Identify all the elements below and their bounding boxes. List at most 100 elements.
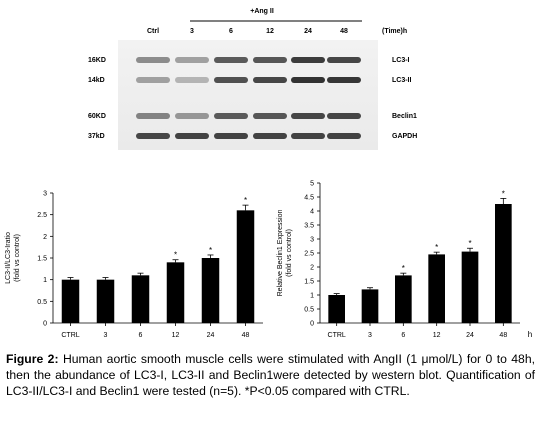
- blot-band: [291, 57, 325, 63]
- y-tick-label: 2: [43, 234, 47, 241]
- y-tick-label: 3.5: [304, 223, 314, 230]
- significance-marker: *: [435, 243, 438, 252]
- y-tick-label: 2.5: [37, 212, 47, 219]
- x-tick-label: CTRL: [61, 332, 79, 339]
- significance-marker: *: [502, 189, 505, 198]
- significance-marker: *: [209, 246, 212, 255]
- band-name-beclin1: Beclin1: [392, 113, 417, 120]
- significance-marker: *: [174, 251, 177, 260]
- band-kd-lc3-i: 16KD: [88, 57, 106, 64]
- y-tick-label: 2: [310, 265, 314, 272]
- x-tick-label: 24: [466, 332, 474, 339]
- bar: [166, 262, 185, 323]
- y-tick-label: 1: [310, 293, 314, 300]
- y-tick-label: 0: [43, 321, 47, 328]
- blot-band: [291, 113, 325, 119]
- blot-svg: +Ang II Ctrl 3 6 12 24 48 (Time)h 16KD LC3-I 14kD L…: [88, 8, 417, 140]
- y-axis-label: Relative Beclin1 Expression: [277, 210, 284, 297]
- blot-band: [214, 77, 248, 83]
- blot-band: [327, 57, 361, 63]
- y-tick-label: 3: [310, 237, 314, 244]
- x-tick-label: 3: [368, 332, 372, 339]
- x-tick-label: 48: [499, 332, 507, 339]
- bar: [395, 275, 412, 323]
- treatment-label: +Ang II: [250, 8, 274, 15]
- bar: [361, 289, 379, 323]
- blot-band: [214, 133, 248, 139]
- y-tick-label: 1: [43, 277, 47, 284]
- x-tick-label: 6: [139, 332, 143, 339]
- bar: [428, 254, 445, 323]
- bar: [495, 204, 512, 323]
- blot-band: [327, 133, 361, 139]
- blot-band: [175, 57, 209, 63]
- x-tick-label: CTRL: [328, 332, 346, 339]
- x-axis-unit: h: [528, 330, 532, 339]
- caption-text: Human aortic smooth muscle cells were st…: [6, 352, 536, 398]
- bar: [461, 251, 479, 323]
- y-tick-label: 1.5: [304, 279, 314, 286]
- blot-band: [214, 113, 248, 119]
- lane-label-ctrl: Ctrl: [147, 28, 159, 35]
- band-kd-beclin1: 60KD: [88, 113, 106, 120]
- bar: [236, 210, 255, 323]
- blot-band: [136, 113, 170, 119]
- blot-band: [136, 133, 170, 139]
- lane-label-12h: 12: [266, 28, 274, 35]
- x-tick-label: 24: [207, 332, 215, 339]
- beclin1-expression-chart: 0 0.5 1 1.5 2 2.5 3 3.5 4 4.5 5 Relative Beclin1 Ex…: [277, 181, 532, 340]
- blot-band: [291, 133, 325, 139]
- x-tick-label: 6: [401, 332, 405, 339]
- blot-band: [175, 133, 209, 139]
- lane-label-24h: 24: [304, 28, 312, 35]
- y-tick-label: 0.5: [304, 307, 314, 314]
- lane-label-3h: 3: [190, 28, 194, 35]
- blot-band: [291, 77, 325, 83]
- y-tick-label: 1.5: [37, 256, 47, 263]
- bar: [131, 275, 150, 323]
- x-tick-label: 12: [433, 332, 441, 339]
- lc3-ratio-chart: 0 0.5 1 1.5 2 2.5 3 LC3-II/LC3-Iratio (fold vs c…: [5, 191, 263, 339]
- significance-marker: *: [402, 264, 405, 273]
- significance-marker: *: [244, 196, 247, 205]
- band-kd-gapdh: 37kD: [88, 133, 105, 140]
- caption-label: Figure 2:: [6, 352, 59, 366]
- blot-band: [175, 77, 209, 83]
- blot-band: [253, 113, 287, 119]
- blot-band: [136, 77, 170, 83]
- band-name-lc3-i: LC3-I: [392, 57, 410, 64]
- y-tick-label: 0.5: [37, 299, 47, 306]
- lane-label-48h: 48: [340, 28, 348, 35]
- time-unit-label: (Time)h: [382, 28, 407, 35]
- bar: [61, 279, 80, 323]
- x-tick-label: 3: [104, 332, 108, 339]
- y-tick-label: 2.5: [304, 251, 314, 258]
- band-name-gapdh: GAPDH: [392, 133, 417, 140]
- bar: [96, 279, 115, 323]
- y-axis-label-unit: (fold vs control): [286, 229, 293, 277]
- blot-band: [175, 113, 209, 119]
- bar: [328, 295, 345, 323]
- y-tick-label: 3: [43, 191, 47, 198]
- blot-band: [327, 77, 361, 83]
- y-tick-label: 0: [310, 321, 314, 328]
- y-tick-label: 4.5: [304, 195, 314, 202]
- blot-band: [253, 77, 287, 83]
- blot-band: [136, 57, 170, 63]
- y-tick-label: 4: [310, 209, 314, 216]
- blot-band: [253, 57, 287, 63]
- figure-caption: Figure 2: Human aortic smooth muscle cel…: [6, 351, 535, 399]
- blot-band: [253, 133, 287, 139]
- band-name-lc3-ii: LC3-II: [392, 77, 412, 84]
- y-axis-label-unit: (fold vs control): [14, 234, 21, 282]
- x-tick-label: 48: [242, 332, 250, 339]
- lane-label-6h: 6: [229, 28, 233, 35]
- blot-band: [214, 57, 248, 63]
- blot-band: [327, 113, 361, 119]
- y-axis-label: LC3-II/LC3-Iratio: [5, 232, 12, 284]
- western-blot-panel: +Ang II Ctrl 3 6 12 24 48 (Time)h 16KD LC3-I 14kD L…: [0, 0, 541, 160]
- significance-marker: *: [468, 239, 471, 248]
- bar: [201, 258, 220, 323]
- x-tick-label: 12: [172, 332, 180, 339]
- band-kd-lc3-ii: 14kD: [88, 77, 105, 84]
